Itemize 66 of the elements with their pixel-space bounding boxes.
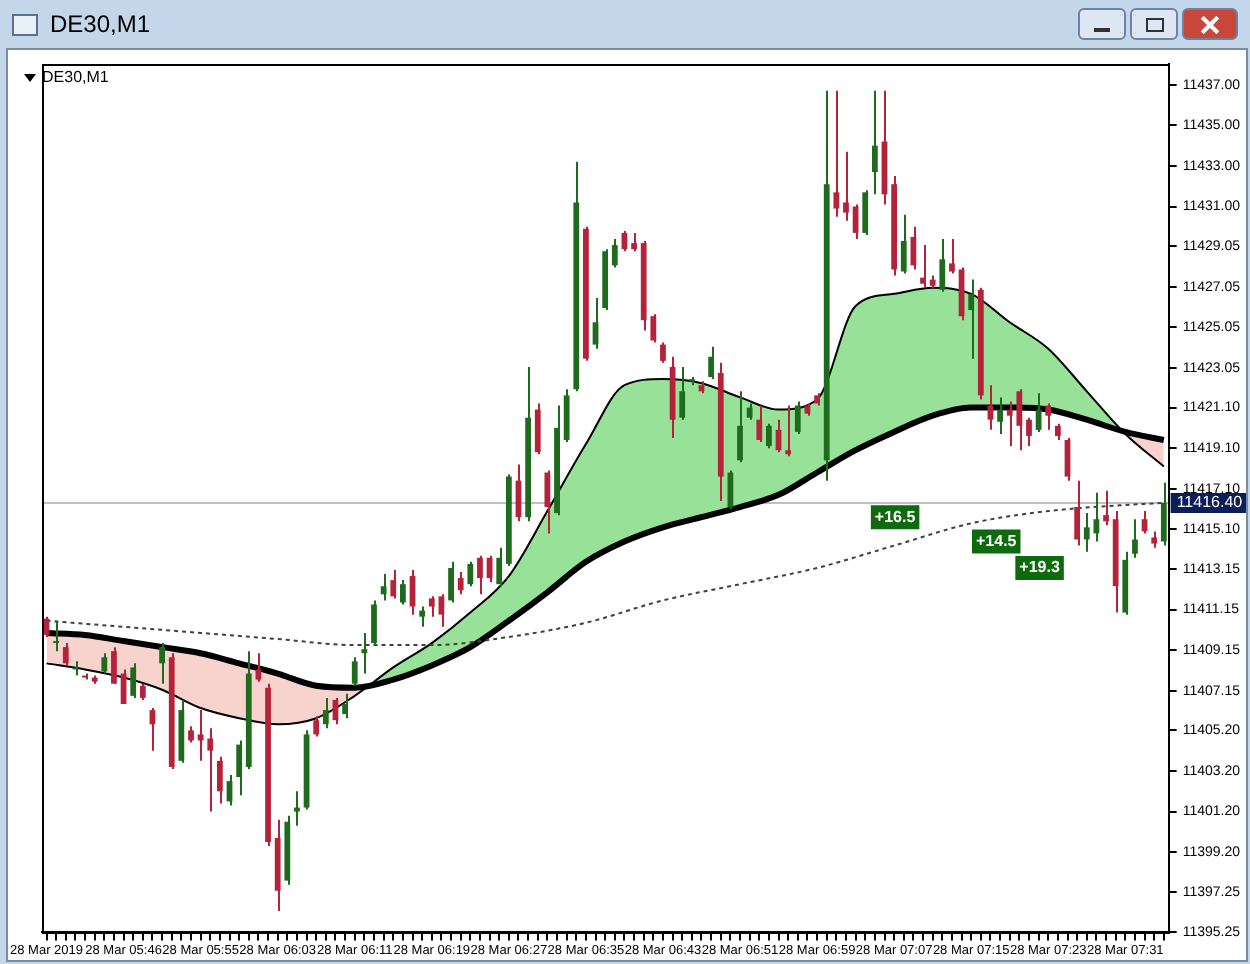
candlestick xyxy=(920,244,926,289)
annotation: +14.5 xyxy=(976,531,1018,550)
candlestick xyxy=(255,652,262,683)
candlestick xyxy=(833,89,840,218)
ref-line-label: 11416.40 xyxy=(1176,493,1244,512)
annotation: +16.5 xyxy=(874,507,917,526)
candlestick xyxy=(1026,416,1032,448)
candlestick xyxy=(534,402,541,456)
candlestick xyxy=(111,646,117,685)
candlestick xyxy=(457,571,464,596)
candlestick xyxy=(322,696,329,730)
candlestick xyxy=(342,692,348,720)
candlestick xyxy=(785,404,792,458)
candlestick xyxy=(1103,489,1109,527)
candlestick xyxy=(1132,518,1138,559)
candlestick xyxy=(130,662,137,699)
candlestick xyxy=(708,345,715,381)
candlestick xyxy=(631,231,637,253)
candlestick xyxy=(843,150,849,222)
candlestick xyxy=(968,278,975,360)
candlestick xyxy=(62,642,69,667)
candlestick xyxy=(53,619,60,653)
candlestick xyxy=(997,396,1003,435)
candlestick xyxy=(428,595,435,618)
candlestick xyxy=(611,238,618,269)
candlestick xyxy=(1074,479,1081,547)
candlestick xyxy=(737,390,743,464)
candlestick xyxy=(1083,512,1090,553)
candlestick xyxy=(361,631,368,675)
candlestick xyxy=(217,755,223,805)
candlestick xyxy=(438,593,445,628)
candlestick xyxy=(756,404,763,444)
candlestick xyxy=(727,469,734,511)
candlestick xyxy=(419,605,426,628)
candlestick xyxy=(949,238,955,275)
candlestick xyxy=(1035,392,1042,433)
candlestick xyxy=(862,189,869,236)
candlestick xyxy=(400,579,406,606)
candlestick xyxy=(380,573,387,602)
candlestick xyxy=(236,739,243,797)
candlestick xyxy=(544,469,551,535)
candlestick xyxy=(477,554,483,596)
candlestick xyxy=(794,400,801,435)
chart-title: DE30,M1 xyxy=(42,68,109,86)
candlestick xyxy=(679,365,686,421)
candlestick xyxy=(1045,402,1052,431)
candlestick xyxy=(351,656,358,687)
candlestick xyxy=(563,388,570,444)
candlestick xyxy=(448,560,454,604)
candlestick xyxy=(371,599,377,647)
candlestick xyxy=(1160,481,1167,547)
candlestick xyxy=(660,341,666,364)
candlestick xyxy=(101,652,108,675)
candlestick xyxy=(390,568,397,600)
line-series xyxy=(45,501,1165,647)
candlestick xyxy=(159,642,165,685)
annotation: +19.3 xyxy=(1019,558,1061,577)
candlestick xyxy=(900,213,907,275)
candlestick xyxy=(871,89,878,196)
candlestick xyxy=(939,238,946,293)
candlestick xyxy=(294,790,300,827)
candlestick xyxy=(467,560,474,588)
chart-title: DE30,M1 xyxy=(50,10,151,38)
candlestick xyxy=(313,715,320,738)
candlestick xyxy=(766,422,772,450)
candlestick xyxy=(496,546,503,588)
